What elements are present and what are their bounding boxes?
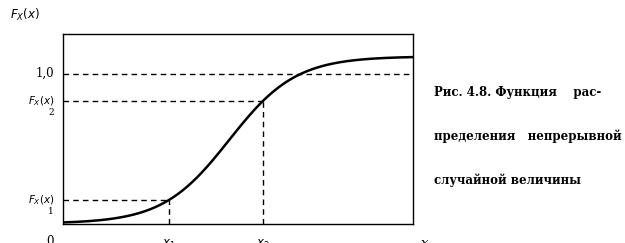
Text: 0: 0 <box>47 235 54 243</box>
Text: пределения   непрерывной: пределения непрерывной <box>434 129 622 143</box>
Text: x: x <box>421 237 428 243</box>
Text: $x_1$: $x_1$ <box>162 237 176 243</box>
Text: Рис. 4.8. Функция    рас-: Рис. 4.8. Функция рас- <box>434 86 602 99</box>
Text: $F_X(x)$: $F_X(x)$ <box>28 95 54 108</box>
Text: $F_X(x)$: $F_X(x)$ <box>10 7 39 23</box>
Text: 2: 2 <box>49 108 54 117</box>
Text: $F_X(x)$: $F_X(x)$ <box>28 193 54 207</box>
Text: $x_2$: $x_2$ <box>256 237 269 243</box>
Text: случайной величины: случайной величины <box>434 173 581 187</box>
Text: 1: 1 <box>48 207 54 216</box>
Text: 1,0: 1,0 <box>36 67 54 80</box>
